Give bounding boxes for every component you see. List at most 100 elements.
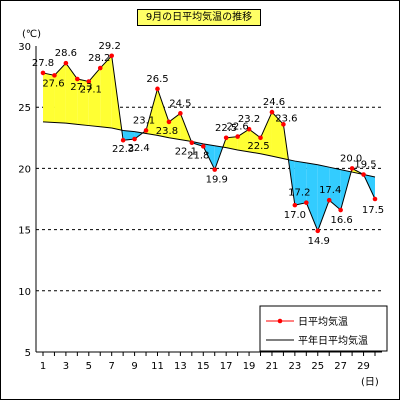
data-point-day-22 (281, 122, 286, 127)
legend-actual-marker (277, 318, 283, 324)
x-tick-label-29: 29 (357, 361, 370, 372)
data-label-day-17: 22.5 (215, 123, 237, 134)
x-tick-label-11: 11 (151, 361, 164, 372)
data-point-day-28 (349, 166, 355, 171)
fill-segment-24 (306, 162, 318, 231)
data-point-day-29 (361, 172, 366, 177)
legend-actual-label: 日平均気温 (298, 315, 348, 328)
fill-layer (43, 55, 375, 231)
x-tick-label-17: 17 (220, 361, 233, 372)
x-tick-label-19: 19 (243, 361, 256, 372)
data-label-day-2: 27.6 (42, 78, 64, 89)
data-point-day-23 (292, 202, 298, 208)
fill-segment-3 (65, 63, 78, 125)
data-label-day-23: 17.0 (284, 210, 306, 221)
chart-title: 9月の日平均気温の推移 (137, 9, 261, 26)
data-label-day-8: 22.3 (112, 144, 134, 155)
y-tick-label-10: 10 (18, 287, 31, 298)
data-label-day-7: 29.2 (99, 41, 121, 52)
data-point-day-9 (132, 136, 137, 142)
x-tick-label-25: 25 (311, 361, 324, 372)
data-point-day-26 (326, 197, 332, 203)
data-label-day-6: 28.2 (88, 53, 110, 64)
x-tick-label-3: 3 (63, 361, 69, 372)
data-label-day-24: 17.2 (288, 188, 310, 199)
data-point-day-3 (63, 60, 69, 66)
axis-layer (35, 46, 382, 356)
legend-normal-label: 平年日平均気温 (298, 334, 368, 347)
data-label-day-22: 23.6 (275, 113, 297, 124)
fill-segment-1 (43, 72, 55, 123)
data-point-day-20 (258, 135, 263, 141)
data-point-day-14 (189, 140, 195, 145)
data-point-day-7 (109, 53, 114, 59)
data-point-day-21 (269, 109, 275, 115)
data-point-day-2 (52, 73, 57, 78)
line-layer (40, 53, 378, 234)
data-point-day-15 (200, 144, 206, 149)
data-label-day-20: 22.5 (247, 141, 269, 152)
series-line-normal (42, 121, 376, 178)
data-point-day-17 (223, 135, 229, 141)
data-point-day-13 (178, 111, 183, 116)
data-point-day-25 (315, 228, 321, 234)
data-point-day-1 (40, 70, 46, 76)
data-point-day-19 (246, 126, 252, 132)
x-tick-label-23: 23 (288, 361, 301, 372)
data-point-day-4 (75, 76, 80, 82)
x-tick-label-27: 27 (334, 361, 347, 372)
data-label-day-1: 27.8 (32, 58, 54, 69)
x-tick-label-15: 15 (197, 361, 210, 372)
data-point-day-30 (372, 196, 378, 202)
fill-segment-11 (157, 88, 169, 138)
fill-segment-26 (329, 167, 341, 211)
x-tick-label-21: 21 (266, 361, 279, 372)
data-label-day-29: 19.5 (354, 160, 376, 171)
x-tick-label-1: 1 (40, 361, 46, 372)
fill-segment-4 (77, 79, 89, 126)
y-tick-label-5: 5 (25, 348, 31, 359)
data-label-day-18: 22.6 (226, 122, 248, 133)
data-point-day-18 (235, 134, 240, 139)
x-tick-label-5: 5 (86, 361, 92, 372)
data-label-day-27: 16.6 (331, 215, 353, 226)
data-label-day-13: 24.5 (169, 98, 191, 109)
data-label-day-12: 23.8 (156, 126, 178, 137)
data-point-day-16 (212, 167, 218, 172)
data-label-day-25: 14.9 (308, 236, 330, 247)
data-label-day-11: 26.5 (146, 74, 168, 85)
data-point-day-12 (166, 119, 172, 125)
data-label-day-30: 17.5 (362, 205, 384, 216)
y-tick-label-20: 20 (18, 164, 31, 175)
data-label-day-5: 27.1 (80, 84, 102, 95)
fill-segment-5 (88, 68, 101, 127)
y-unit-label: (℃) (22, 29, 41, 40)
fill-segment-25 (317, 164, 330, 231)
data-label-day-4: 27.3 (70, 82, 92, 93)
x-tick-label-9: 9 (131, 361, 137, 372)
data-label-day-15: 21.8 (187, 150, 209, 161)
legend: 日平均気温 平年日平均気温 (259, 305, 388, 352)
y-tick-label-25: 25 (18, 103, 31, 114)
y-tick-label-15: 15 (18, 226, 31, 237)
data-point-day-11 (155, 86, 160, 92)
x-tick-label-7: 7 (109, 361, 115, 372)
fill-segment-23 (294, 161, 307, 206)
data-label-day-19: 23.2 (238, 114, 260, 125)
fill-segment-20 (260, 112, 272, 157)
series-line-actual (42, 54, 376, 233)
data-label-day-14: 22.1 (175, 147, 197, 158)
data-label-day-16: 19.9 (206, 175, 228, 186)
data-label-day-21: 24.6 (263, 97, 285, 108)
x-tick-label-13: 13 (174, 361, 187, 372)
data-point-day-5 (86, 79, 92, 84)
fill-segment-6 (100, 55, 112, 129)
data-label-day-9: 22.4 (127, 143, 149, 154)
data-point-day-10 (143, 128, 149, 133)
data-label-day-28: 20.0 (340, 153, 362, 164)
x-unit-label: (日) (361, 377, 379, 388)
fill-segment-19 (249, 129, 261, 154)
fill-segment-8 (123, 130, 135, 141)
